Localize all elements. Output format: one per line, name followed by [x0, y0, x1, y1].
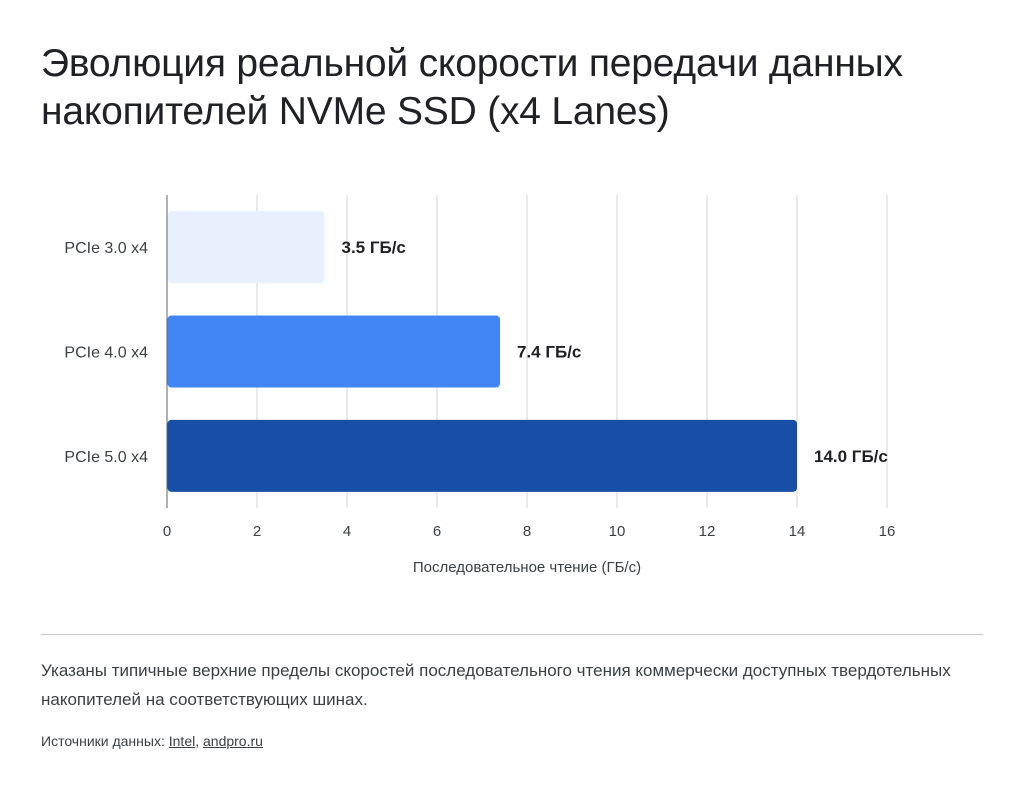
source-link-intel[interactable]: Intel — [168, 733, 196, 749]
bars — [167, 211, 797, 492]
source-link-andpro[interactable]: andpro.ru — [203, 733, 263, 749]
bar — [167, 315, 500, 388]
x-tick-label: 16 — [879, 523, 896, 540]
x-tick-label: 6 — [433, 523, 441, 540]
x-tick-label: 10 — [609, 523, 626, 540]
category-labels: PCIe 3.0 x4 PCIe 4.0 x4 PCIe 5.0 x4 — [64, 240, 148, 466]
category-label: PCIe 3.0 x4 — [64, 240, 148, 257]
x-tick-label: 8 — [523, 523, 531, 540]
sources-line: Источники данных: Intel, andpro.ru — [41, 731, 263, 751]
data-labels: 3.5 ГБ/с 7.4 ГБ/с 14.0 ГБ/с — [342, 238, 888, 466]
footnote: Указаны типичные верхние пределы скорост… — [41, 661, 951, 709]
category-label: PCIe 4.0 x4 — [64, 345, 148, 362]
divider — [41, 634, 983, 635]
x-tick-label: 2 — [253, 523, 261, 540]
x-tick-label: 12 — [699, 523, 716, 540]
bar — [167, 419, 797, 492]
bar-value-label: 14.0 ГБ/с — [814, 447, 888, 466]
x-tick-label: 0 — [163, 523, 171, 540]
bar-value-label: 3.5 ГБ/с — [342, 238, 406, 257]
category-label: PCIe 5.0 x4 — [64, 449, 148, 466]
x-axis-title: Последовательное чтение (ГБ/с) — [413, 559, 641, 576]
x-tick-label: 14 — [789, 523, 806, 540]
bar-chart: 3.5 ГБ/с7.4 ГБ/с14.0 ГБ/с PCIe 3.0 x4PCI… — [64, 195, 896, 576]
x-tick-label: 4 — [343, 523, 351, 540]
bar — [167, 211, 325, 284]
x-axis-ticks: 0 2 4 6 8 10 12 14 16 — [163, 523, 896, 540]
sources-prefix: Источники данных: — [41, 733, 169, 749]
bar-value-label: 7.4 ГБ/с — [517, 343, 581, 362]
page-title: Эволюция реальной скорости передачи данн… — [41, 42, 903, 133]
sources-separator: , — [195, 733, 203, 749]
